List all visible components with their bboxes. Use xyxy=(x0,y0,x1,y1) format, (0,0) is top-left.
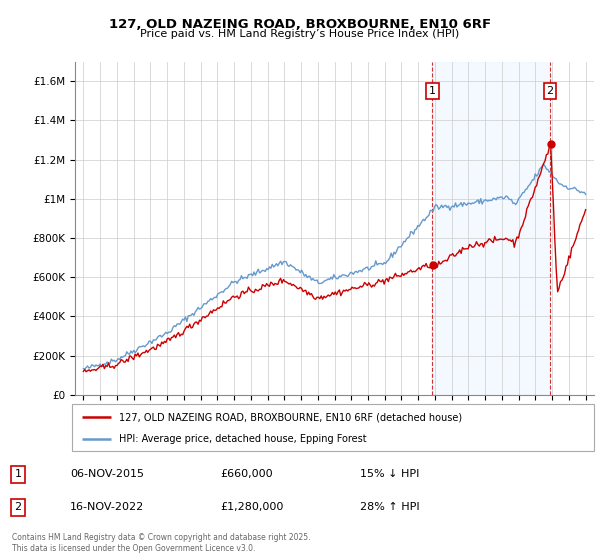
Text: 1: 1 xyxy=(429,86,436,96)
Text: 1: 1 xyxy=(14,469,22,479)
Text: 127, OLD NAZEING ROAD, BROXBOURNE, EN10 6RF (detached house): 127, OLD NAZEING ROAD, BROXBOURNE, EN10 … xyxy=(119,412,462,422)
Bar xyxy=(433,62,550,395)
Text: 28% ↑ HPI: 28% ↑ HPI xyxy=(360,502,419,512)
Text: 2: 2 xyxy=(547,86,554,96)
Text: 2: 2 xyxy=(14,502,22,512)
Text: £660,000: £660,000 xyxy=(220,469,272,479)
Text: 15% ↓ HPI: 15% ↓ HPI xyxy=(360,469,419,479)
Text: 127, OLD NAZEING ROAD, BROXBOURNE, EN10 6RF: 127, OLD NAZEING ROAD, BROXBOURNE, EN10 … xyxy=(109,18,491,31)
Text: £1,280,000: £1,280,000 xyxy=(220,502,283,512)
Text: Price paid vs. HM Land Registry’s House Price Index (HPI): Price paid vs. HM Land Registry’s House … xyxy=(140,29,460,39)
Text: 06-NOV-2015: 06-NOV-2015 xyxy=(70,469,144,479)
Text: Contains HM Land Registry data © Crown copyright and database right 2025.
This d: Contains HM Land Registry data © Crown c… xyxy=(12,533,311,553)
Text: HPI: Average price, detached house, Epping Forest: HPI: Average price, detached house, Eppi… xyxy=(119,434,367,444)
FancyBboxPatch shape xyxy=(72,404,594,451)
Text: 16-NOV-2022: 16-NOV-2022 xyxy=(70,502,144,512)
